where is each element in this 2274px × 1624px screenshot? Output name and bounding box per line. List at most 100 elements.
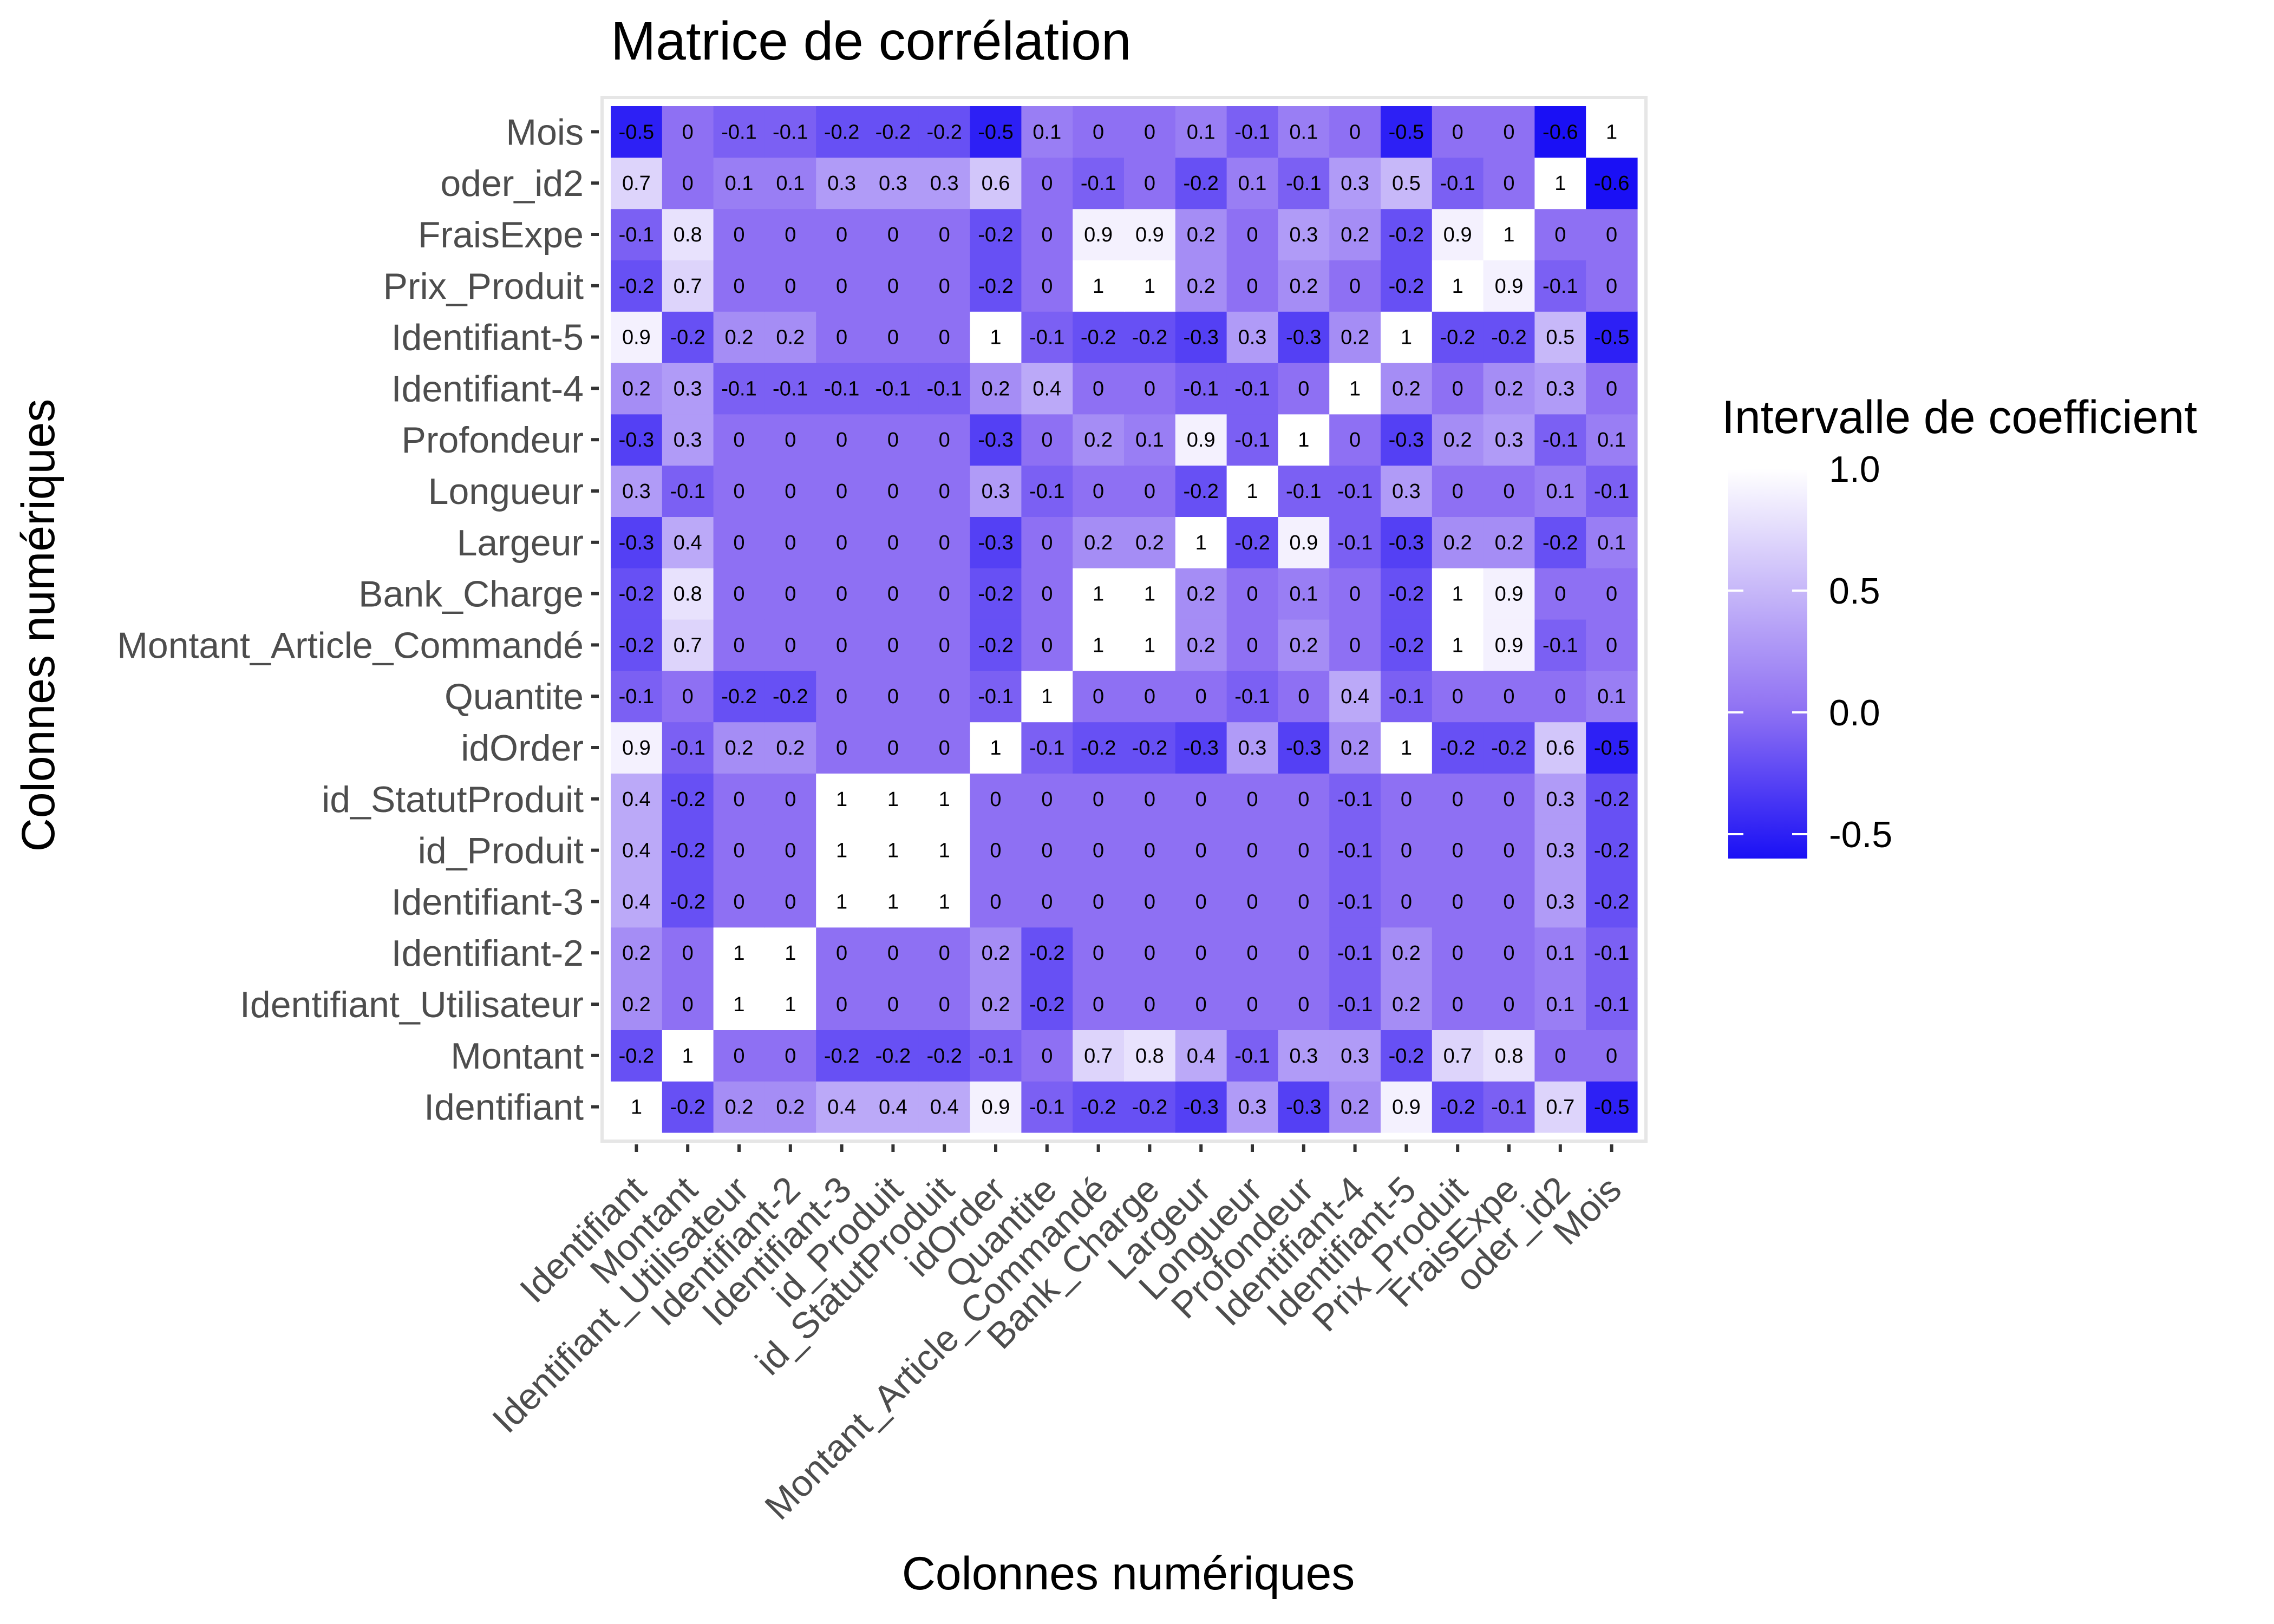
cell-value-label: 1 xyxy=(1093,583,1104,606)
cell-value-label: 0 xyxy=(1093,685,1104,708)
cell-value-label: 0 xyxy=(785,890,796,913)
cell-value-label: 0.1 xyxy=(1597,685,1626,708)
heatmap-cell xyxy=(970,311,1022,363)
cell-value-label: -0.1 xyxy=(1337,480,1373,503)
heatmap-cell xyxy=(1381,876,1433,928)
cell-value-label: 0.8 xyxy=(674,583,702,606)
heatmap-cell xyxy=(764,568,816,620)
heatmap-cell xyxy=(1432,260,1484,312)
cell-value-label: 1 xyxy=(1452,634,1463,657)
cell-value-label: -0.2 xyxy=(619,634,654,657)
cell-value-label: 0.8 xyxy=(1495,1045,1524,1068)
heatmap-cell xyxy=(1278,1030,1330,1082)
heatmap-cell xyxy=(1073,773,1125,825)
cell-value-label: -0.1 xyxy=(1337,788,1373,811)
cell-value-label: -0.1 xyxy=(1389,685,1424,708)
cell-value-label: -0.2 xyxy=(1389,1045,1424,1068)
heatmap-cell xyxy=(1329,260,1381,312)
heatmap-cell xyxy=(1226,568,1278,620)
heatmap-cell xyxy=(1381,927,1433,979)
cell-value-label: 0 xyxy=(990,840,1001,862)
cell-value-label: 0 xyxy=(785,275,796,298)
cell-value-label: -0.5 xyxy=(1389,121,1424,143)
cell-value-label: -0.2 xyxy=(670,840,705,862)
cell-value-label: 0.2 xyxy=(725,737,754,759)
heatmap-cell xyxy=(662,208,714,260)
cell-value-label: -0.3 xyxy=(1389,429,1424,451)
heatmap-cell xyxy=(867,722,919,774)
cell-value-label: 0.3 xyxy=(1238,326,1267,349)
heatmap-cell xyxy=(611,619,663,671)
cell-value-label: -0.2 xyxy=(1389,634,1424,657)
heatmap-cell xyxy=(1175,106,1227,158)
cell-value-label: -0.3 xyxy=(1183,737,1218,759)
cell-value-label: 0 xyxy=(1298,890,1309,913)
heatmap-cell xyxy=(1124,619,1176,671)
heatmap-cell xyxy=(816,311,868,363)
cell-value-label: -0.2 xyxy=(1389,583,1424,606)
heatmap-cell xyxy=(1226,106,1278,158)
heatmap-cell xyxy=(713,773,765,825)
heatmap-cell xyxy=(1226,465,1278,517)
heatmap-cell xyxy=(1175,824,1227,876)
cell-value-label: 0.2 xyxy=(1392,377,1421,400)
heatmap-cell xyxy=(1381,824,1433,876)
cell-value-label: 0 xyxy=(1041,429,1053,451)
cell-value-label: 0 xyxy=(1041,840,1053,862)
heatmap-cell xyxy=(662,670,714,723)
heatmap-cell xyxy=(970,876,1022,928)
cell-value-label: -0.1 xyxy=(1594,480,1629,503)
heatmap-cell xyxy=(1329,568,1381,620)
cell-value-label: -0.2 xyxy=(619,1045,654,1068)
heatmap-cell xyxy=(1226,208,1278,260)
heatmap-cell xyxy=(1124,568,1176,620)
heatmap-cell xyxy=(1381,311,1433,363)
cell-value-label: -0.2 xyxy=(619,583,654,606)
cell-value-label: 0.2 xyxy=(1443,429,1472,451)
cell-value-label: 0.4 xyxy=(930,1096,959,1119)
heatmap-cell xyxy=(611,363,663,415)
heatmap-cell xyxy=(1586,619,1638,671)
cell-value-label: -0.1 xyxy=(926,377,962,400)
cell-value-label: 0 xyxy=(1195,840,1207,862)
cell-value-label: 0 xyxy=(1144,890,1155,913)
heatmap-cell xyxy=(1483,1030,1535,1082)
cell-value-label: 0.9 xyxy=(1495,583,1524,606)
heatmap-cell xyxy=(1124,311,1176,363)
heatmap-cell xyxy=(867,106,919,158)
heatmap-cell xyxy=(918,773,971,825)
heatmap-cell xyxy=(1021,876,1073,928)
heatmap-cell xyxy=(918,260,971,312)
cell-value-label: 0 xyxy=(785,480,796,503)
cell-value-label: 0.2 xyxy=(622,377,651,400)
heatmap-cell xyxy=(1175,363,1227,415)
cell-value-label: 0 xyxy=(1041,1045,1053,1068)
cell-value-label: 0 xyxy=(1503,993,1514,1016)
cell-value-label: 0 xyxy=(682,121,694,143)
cell-value-label: 0 xyxy=(939,275,950,298)
cell-value-label: 1 xyxy=(990,326,1001,349)
heatmap-cell xyxy=(1534,568,1586,620)
y-tick-label: oder_id2 xyxy=(440,163,584,204)
heatmap-cell xyxy=(713,106,765,158)
heatmap-cell xyxy=(970,1030,1022,1082)
cell-value-label: -0.2 xyxy=(978,634,1013,657)
heatmap-cell xyxy=(1021,260,1073,312)
cell-value-label: 0 xyxy=(1144,685,1155,708)
cell-value-label: 0 xyxy=(1246,275,1258,298)
heatmap-cell xyxy=(1124,1081,1176,1133)
heatmap-cell xyxy=(1175,208,1227,260)
heatmap-cell xyxy=(1381,619,1433,671)
cell-value-label: 0 xyxy=(733,480,744,503)
heatmap-cell xyxy=(1329,824,1381,876)
cell-value-label: 0 xyxy=(1298,993,1309,1016)
heatmap-cell xyxy=(1226,1030,1278,1082)
heatmap-cell xyxy=(1278,876,1330,928)
cell-value-label: -0.2 xyxy=(926,121,962,143)
cell-value-label: 0.3 xyxy=(982,480,1010,503)
heatmap-cell xyxy=(713,516,765,568)
heatmap-cell xyxy=(970,927,1022,979)
heatmap-cell xyxy=(1124,260,1176,312)
cell-value-label: -0.2 xyxy=(619,275,654,298)
cell-value-label: 0.3 xyxy=(674,429,702,451)
